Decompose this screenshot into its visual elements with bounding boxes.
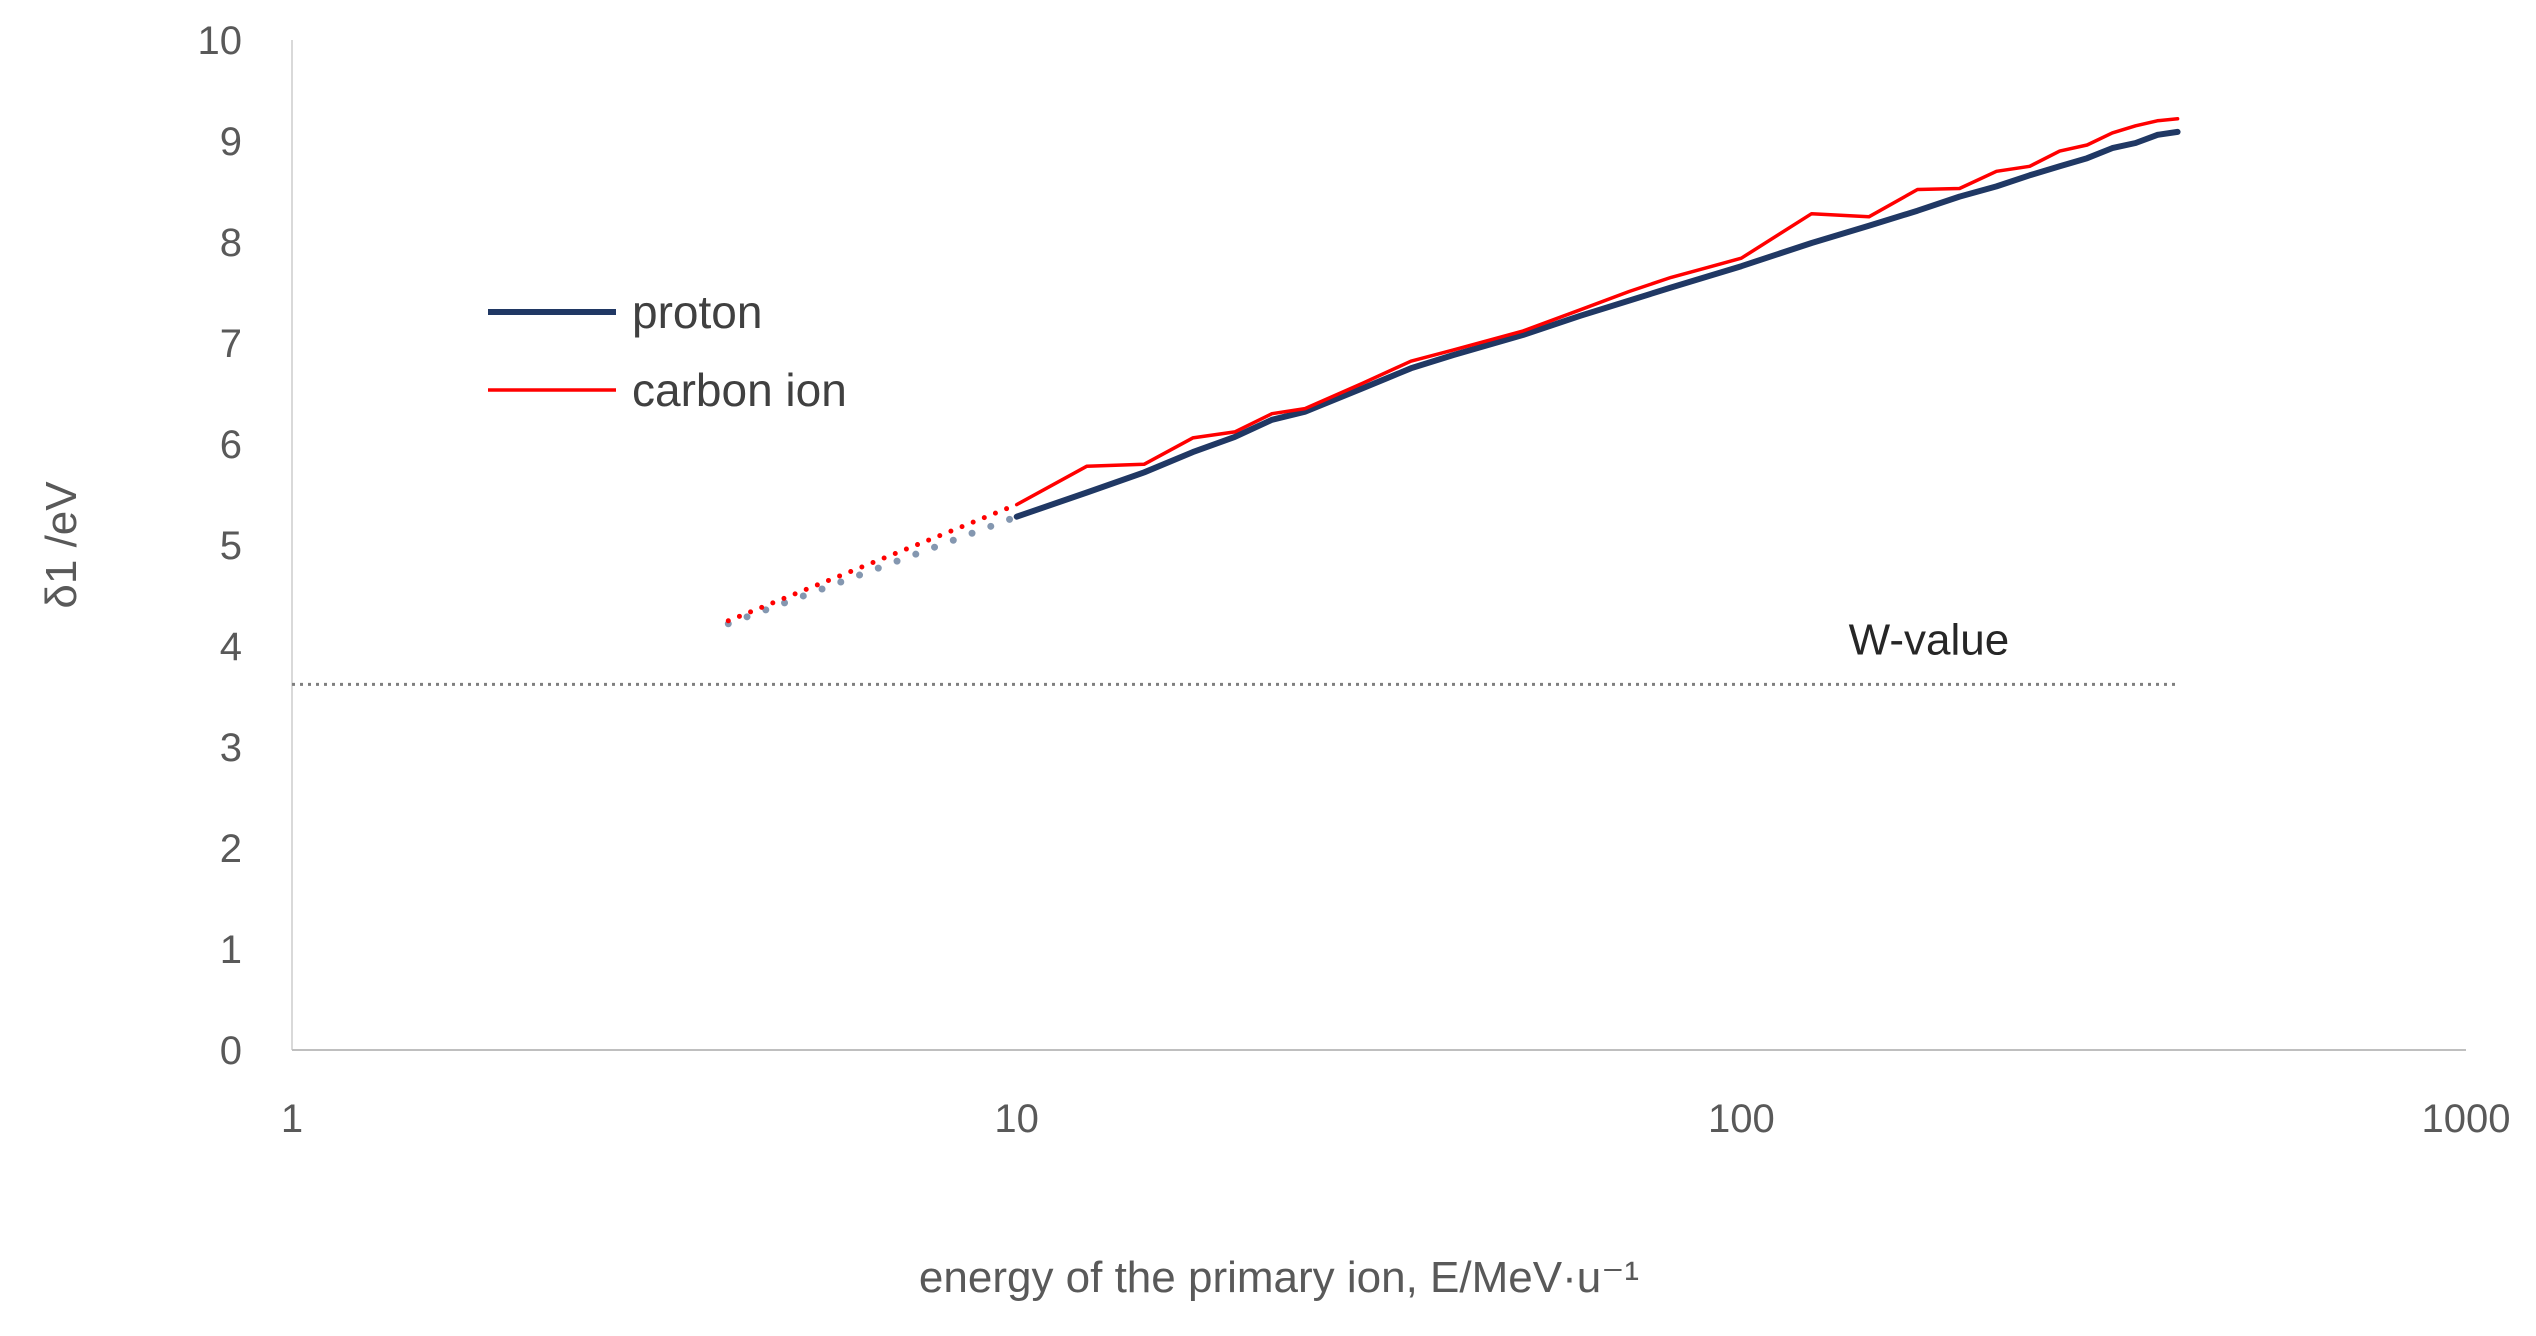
x-tick-label: 100 bbox=[1708, 1097, 1775, 1141]
y-tick-label: 9 bbox=[220, 120, 242, 164]
y-tick-label: 6 bbox=[220, 423, 242, 467]
x-axis-title: energy of the primary ion, E/MeV·u⁻¹ bbox=[919, 1253, 1639, 1302]
y-tick-label: 4 bbox=[220, 625, 242, 669]
w-value-reference: W-value bbox=[292, 615, 2178, 686]
y-tick-label: 3 bbox=[220, 726, 242, 770]
y-tick-label: 0 bbox=[220, 1029, 242, 1073]
y-tick-label: 2 bbox=[220, 827, 242, 871]
legend: proton carbon ion bbox=[488, 286, 847, 416]
y-tick-label: 10 bbox=[198, 19, 243, 63]
series-lines bbox=[724, 117, 2181, 628]
x-tick-label: 1 bbox=[281, 1097, 303, 1141]
x-tick-label: 1000 bbox=[2422, 1097, 2511, 1141]
x-tick-labels: 1 10 100 1000 bbox=[281, 1097, 2511, 1141]
y-tick-label: 5 bbox=[220, 524, 242, 568]
x-tick-label: 10 bbox=[994, 1097, 1039, 1141]
carbon-ion-extrapolation-line bbox=[725, 502, 1020, 624]
y-tick-label: 1 bbox=[220, 928, 242, 972]
proton-line bbox=[1013, 128, 2181, 520]
y-tick-label: 8 bbox=[220, 221, 242, 265]
w-value-label: W-value bbox=[1849, 615, 2010, 664]
carbon-ion-line bbox=[1014, 117, 2180, 507]
axes bbox=[291, 40, 2466, 1051]
legend-label: proton bbox=[632, 286, 762, 338]
y-tick-label: 7 bbox=[220, 322, 242, 366]
legend-label: carbon ion bbox=[632, 364, 847, 416]
y-axis-title: δ1 /eV bbox=[37, 481, 86, 609]
y-tick-labels: 0 1 2 3 4 5 6 7 8 9 10 bbox=[198, 19, 243, 1073]
proton-extrapolation-line bbox=[724, 513, 1021, 628]
